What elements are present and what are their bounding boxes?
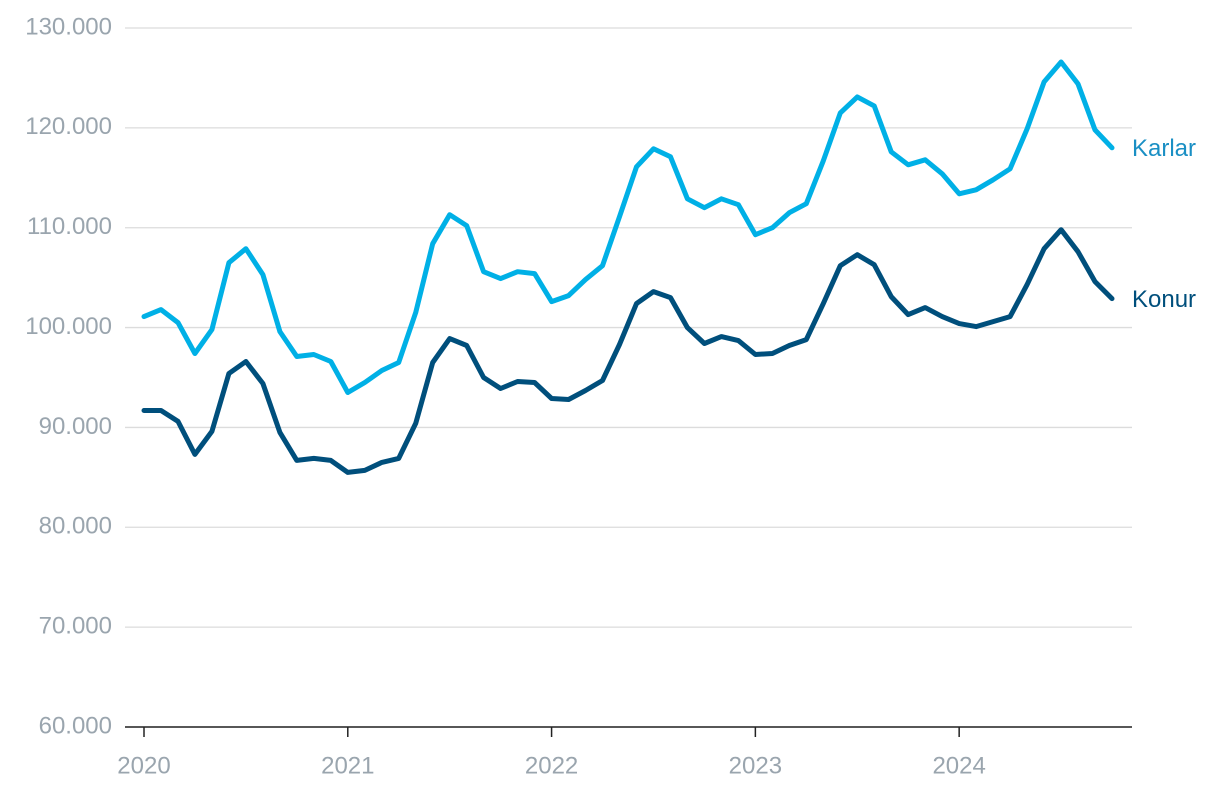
y-tick-label: 90.000 <box>39 413 112 440</box>
y-tick-label: 100.000 <box>25 313 112 340</box>
series-label: Konur <box>1132 286 1196 313</box>
x-tick-label: 2023 <box>729 752 782 779</box>
line <box>141 59 1115 395</box>
series-label: Karlar <box>1132 135 1196 162</box>
y-tick-label: 60.000 <box>39 712 112 739</box>
y-tick-label: 130.000 <box>25 13 112 40</box>
x-tick-label: 2024 <box>932 752 985 779</box>
y-tick-label: 70.000 <box>39 612 112 639</box>
y-tick-label: 120.000 <box>25 113 112 140</box>
y-tick-label: 80.000 <box>39 513 112 540</box>
y-tick-label: 110.000 <box>27 213 112 240</box>
line <box>141 227 1115 475</box>
x-tick-label: 2021 <box>321 752 374 779</box>
x-tick-label: 2020 <box>117 752 170 779</box>
x-tick-label: 2022 <box>525 752 578 779</box>
